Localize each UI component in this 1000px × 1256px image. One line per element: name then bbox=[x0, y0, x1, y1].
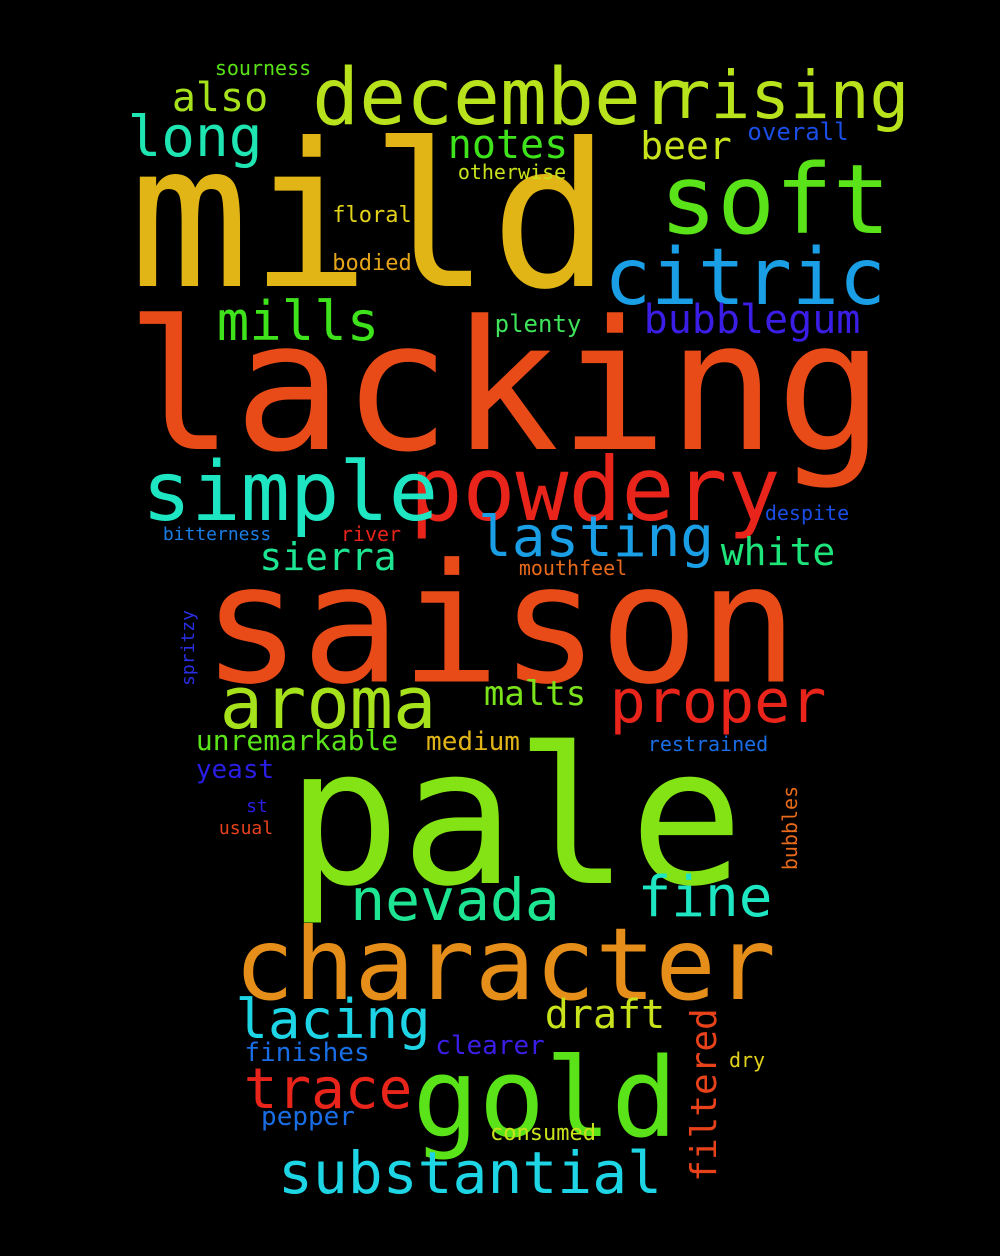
word-simple: simple bbox=[141, 445, 439, 540]
word-rising: rising bbox=[670, 57, 910, 134]
word-unremarkable: unremarkable bbox=[195, 724, 399, 757]
word-aroma: aroma bbox=[219, 661, 437, 745]
word-finishes: finishes bbox=[244, 1038, 370, 1068]
word-river: river bbox=[340, 522, 402, 546]
word-filtered: filtered bbox=[684, 1008, 725, 1182]
word-character: character bbox=[234, 906, 776, 1023]
word-long: long bbox=[127, 105, 263, 170]
word-plenty: plenty bbox=[494, 310, 582, 338]
word-clearer: clearer bbox=[435, 1031, 545, 1061]
word-december: december bbox=[312, 53, 688, 143]
word-trace: trace bbox=[243, 1057, 413, 1122]
word-mills: mills bbox=[216, 290, 380, 353]
word-beer: beer bbox=[640, 124, 732, 168]
word-draft: draft bbox=[544, 992, 666, 1038]
word-proper: proper bbox=[609, 667, 827, 737]
word-otherwise: otherwise bbox=[457, 160, 567, 184]
word-fine: fine bbox=[637, 865, 773, 930]
word-mild: mild bbox=[129, 101, 611, 334]
word-usual: usual bbox=[218, 818, 274, 839]
word-sierra: sierra bbox=[259, 535, 397, 579]
word-medium: medium bbox=[426, 727, 520, 757]
word-despite: despite bbox=[764, 501, 850, 525]
word-lacing: lacing bbox=[235, 988, 431, 1051]
word-notes: notes bbox=[447, 122, 569, 168]
word-lacking: lacking bbox=[125, 283, 885, 492]
word-mouthfeel: mouthfeel bbox=[518, 556, 628, 580]
word-malts: malts bbox=[483, 674, 587, 714]
word-sourness: sourness bbox=[214, 56, 312, 80]
word-consumed: consumed bbox=[490, 1121, 596, 1146]
word-bubblegum: bubblegum bbox=[643, 297, 861, 343]
word-saison: saison bbox=[201, 528, 799, 721]
word-bitterness: bitterness bbox=[162, 524, 272, 545]
word-substantial: substantial bbox=[277, 1139, 663, 1207]
word-bubbles: bubbles bbox=[778, 785, 802, 871]
word-citric: citric bbox=[604, 233, 886, 323]
word-st: st bbox=[246, 796, 268, 817]
word-soft: soft bbox=[659, 144, 891, 256]
word-powdery: powdery bbox=[409, 438, 781, 541]
word-nevada: nevada bbox=[350, 866, 560, 934]
word-also: also bbox=[171, 75, 269, 121]
word-lasting: lasting bbox=[477, 505, 715, 570]
word-gold: gold bbox=[412, 1034, 678, 1162]
word-restrained: restrained bbox=[647, 732, 769, 756]
word-white: white bbox=[720, 530, 836, 574]
word-dry: dry bbox=[728, 1048, 766, 1072]
word-pale: pale bbox=[286, 707, 744, 928]
word-floral: floral bbox=[332, 203, 412, 228]
word-pepper: pepper bbox=[261, 1102, 355, 1132]
word-bodied: bodied bbox=[332, 251, 412, 276]
word-yeast: yeast bbox=[195, 755, 275, 785]
word-spritzy: spritzy bbox=[178, 610, 199, 686]
word-overall: overall bbox=[747, 118, 849, 146]
